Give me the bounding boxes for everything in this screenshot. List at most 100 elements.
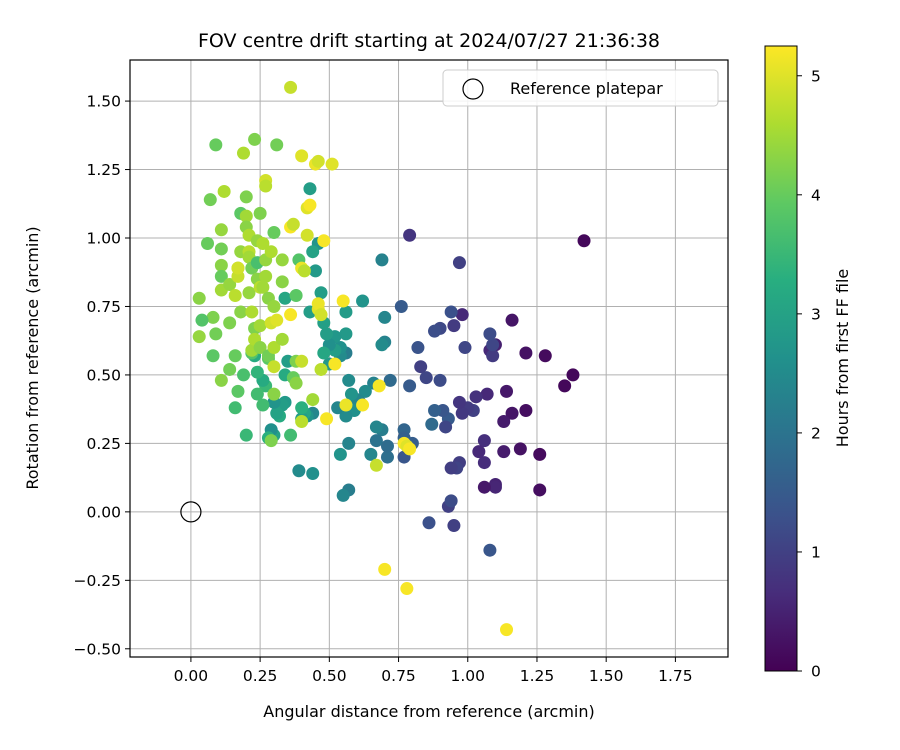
data-point — [314, 286, 328, 300]
data-point — [270, 138, 284, 152]
x-tick-label: 0.25 — [243, 667, 278, 685]
colorbar-tick-label: 2 — [811, 424, 821, 442]
data-point — [239, 428, 253, 442]
data-point — [223, 316, 237, 330]
reference-platepar-marker — [180, 501, 202, 523]
data-point — [378, 562, 392, 576]
data-point — [458, 341, 472, 355]
data-point — [325, 157, 339, 171]
data-point — [358, 384, 372, 398]
data-point — [356, 294, 370, 308]
data-point — [369, 458, 383, 472]
data-point — [339, 327, 353, 341]
data-point — [311, 297, 325, 311]
data-point — [223, 278, 237, 292]
data-point — [267, 360, 281, 374]
data-point — [566, 368, 580, 382]
data-point — [452, 256, 466, 270]
data-point — [214, 373, 228, 387]
data-point — [267, 387, 281, 401]
data-point — [256, 236, 270, 250]
data-point — [264, 434, 278, 448]
data-point — [214, 223, 228, 237]
colorbar-tick-label: 5 — [811, 67, 821, 85]
data-point — [483, 327, 497, 341]
data-point — [209, 327, 223, 341]
data-point — [256, 280, 270, 294]
data-point — [203, 193, 217, 207]
data-point — [428, 324, 442, 338]
data-point — [237, 146, 251, 160]
data-point — [231, 384, 245, 398]
data-point — [228, 289, 242, 303]
data-point — [275, 253, 289, 267]
data-point — [433, 373, 447, 387]
legend-box — [442, 69, 719, 107]
data-point — [378, 310, 392, 324]
data-point — [369, 420, 383, 434]
y-tick-label: 0.50 — [86, 366, 121, 384]
x-axis-label: Angular distance from reference (arcmin) — [263, 702, 594, 721]
data-point — [447, 519, 461, 533]
data-point — [519, 404, 533, 418]
data-point — [231, 261, 245, 275]
data-point — [320, 327, 334, 341]
data-point — [195, 313, 209, 327]
data-point — [245, 305, 259, 319]
data-point — [455, 406, 469, 420]
data-point — [328, 357, 342, 371]
chart-title: FOV centre drift starting at 2024/07/27 … — [198, 30, 660, 52]
data-point — [400, 582, 414, 596]
data-point — [439, 420, 453, 434]
data-point — [206, 310, 220, 324]
data-point — [239, 190, 253, 204]
data-point — [505, 406, 519, 420]
data-point — [538, 349, 552, 363]
data-point — [452, 395, 466, 409]
data-point — [295, 401, 309, 415]
x-tick-label: 1.75 — [658, 667, 693, 685]
data-point — [259, 269, 273, 283]
legend-label-reference: Reference platepar — [510, 79, 663, 98]
data-point — [339, 305, 353, 319]
data-point — [472, 445, 486, 459]
data-point — [380, 439, 394, 453]
data-point — [444, 305, 458, 319]
data-point — [206, 349, 220, 363]
data-point — [380, 450, 394, 464]
data-point — [192, 330, 206, 344]
data-point — [264, 245, 278, 259]
data-point — [394, 299, 408, 313]
data-point — [477, 456, 491, 470]
colorbar — [764, 45, 798, 672]
data-point — [253, 319, 267, 333]
data-point — [292, 464, 306, 478]
colorbar-label: Hours from first FF file — [833, 269, 852, 448]
data-point — [228, 349, 242, 363]
colorbar-tick-label: 3 — [811, 305, 821, 323]
data-point — [513, 442, 527, 456]
data-point — [217, 184, 231, 198]
data-point — [488, 480, 502, 494]
legend: Reference platepar — [442, 69, 719, 107]
data-point — [317, 234, 331, 248]
x-tick-label: 0.75 — [381, 667, 416, 685]
colorbar-tick-label: 1 — [811, 543, 821, 561]
data-point — [214, 269, 228, 283]
data-point — [259, 179, 273, 193]
data-point — [422, 516, 436, 530]
data-point — [333, 447, 347, 461]
data-point — [339, 409, 353, 423]
x-tick-label: 1.50 — [589, 667, 624, 685]
data-point — [314, 308, 328, 322]
y-tick-label: −0.25 — [74, 572, 122, 590]
data-point — [278, 291, 292, 305]
data-point — [270, 313, 284, 327]
data-point — [239, 209, 253, 223]
data-point — [209, 138, 223, 152]
plot-frame — [129, 59, 729, 658]
data-point — [336, 294, 350, 308]
data-point — [533, 483, 547, 497]
data-point — [455, 308, 469, 322]
data-point — [519, 346, 533, 360]
